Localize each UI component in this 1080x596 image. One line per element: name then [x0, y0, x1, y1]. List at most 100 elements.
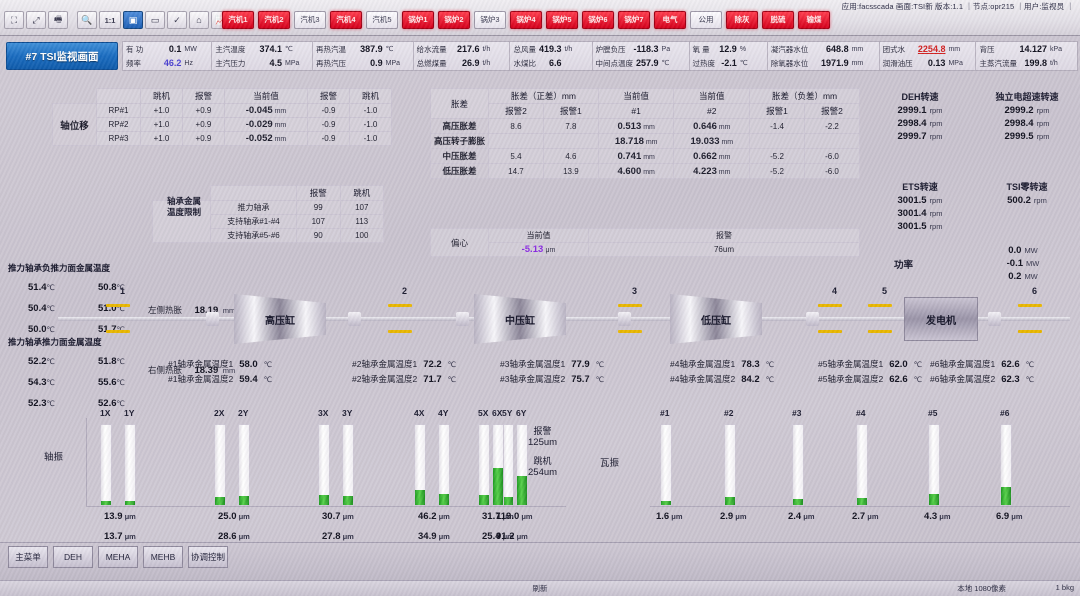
zoom-icon[interactable]: 🔍 [77, 11, 97, 29]
menu-button-group: 主菜单 DEH MEHA MEHB 协调控制 [8, 546, 228, 568]
bearing-number-3: 3 [632, 286, 638, 296]
bearing-temp-value: 75.7 [571, 374, 590, 385]
bearing-temp-block-3: #3轴承金属温度1 77.9 ℃ #3轴承金属温度2 75.7 ℃ [500, 358, 604, 385]
current-number: -0.045 [245, 105, 273, 116]
overview-unit: Pa [661, 45, 671, 53]
deh-speed-value-3: 2999.7 [897, 131, 927, 142]
minus-icon[interactable]: ▭ [145, 11, 165, 29]
shaft-vib-fill-1X [101, 500, 111, 505]
thrust-neg-temp-unit: ℃ [116, 283, 125, 292]
shaft-vib-value-2X: 25.0 μm [218, 511, 250, 522]
shaft-vib-bar-5X [478, 424, 490, 506]
trip-limit: 100 [339, 228, 384, 243]
overview-row: 除氧器水位 1971.9 mm [768, 56, 879, 70]
bearing-support-lower-2 [388, 330, 412, 338]
current-2-number: 4.223 [693, 165, 717, 177]
menu-button-4[interactable]: MEHB [143, 546, 183, 568]
tab-10[interactable]: 锅炉5 [546, 11, 578, 29]
thrust-pos-temp-value: 52.3 [28, 398, 47, 409]
print-icon[interactable]: 🖷 [48, 11, 68, 29]
row-name: 支持轴承#1-#4 [210, 214, 297, 229]
overview-label: 有 功 [126, 44, 144, 54]
window-icon[interactable]: ▣ [123, 11, 143, 29]
sub-unit1: #1 [597, 103, 675, 119]
tab-12[interactable]: 锅炉7 [618, 11, 650, 29]
tab-2[interactable]: 汽机2 [258, 11, 290, 29]
bearing-limit-title: 轴承金属 温度限制 [166, 196, 201, 217]
cylinder-2: 中压缸 [474, 294, 566, 344]
check-icon[interactable]: ✓ [167, 11, 187, 29]
bearing-temp-block-1: #1轴承金属温度1 58.0 ℃ #1轴承金属温度2 59.4 ℃ [168, 358, 272, 385]
overview-row: 主汽温度 374.1 ℃ [212, 42, 312, 56]
overview-value: 1971.9 [821, 58, 849, 68]
overview-unit: t/h [482, 59, 491, 67]
overview-value: -2.1 [721, 58, 737, 68]
bearing-temp-value: 77.9 [571, 359, 590, 370]
sub-alarm2-lo: 报警2 [804, 103, 860, 119]
plant-overview-bar: 有 功 0.1 MW 频率 46.2 Hz 主汽温度 374.1 ℃ 主汽压力 4.5 MPa 再热汽温… [122, 41, 1078, 71]
bearing-temp-row: #6轴承金属温度2 62.3 ℃ [930, 373, 1034, 385]
bearing-vib-value-5: 4.3 μm [924, 511, 951, 522]
tab-14[interactable]: 公用 [690, 11, 722, 29]
power-unit-1: MW [1024, 246, 1038, 255]
right-expansion-unit: mm [222, 366, 236, 375]
col-current1-group: 当前值 [597, 88, 675, 104]
tab-13[interactable]: 电气 [654, 11, 686, 29]
tab-11[interactable]: 锅炉6 [582, 11, 614, 29]
bearing-temp-value: 72.2 [423, 359, 442, 370]
tab-4[interactable]: 汽机4 [330, 11, 362, 29]
shaft-vib-number-y: 13.7 [104, 531, 123, 542]
menu-button-3[interactable]: MEHA [98, 546, 138, 568]
thrust-pos-temp-panel: 推力轴承推力面金属温度 52.2℃ 51.8℃ 54.3℃ 55.6℃ 52.3℃ 52.… [8, 336, 188, 411]
fit-icon[interactable]: ⛶ [4, 11, 24, 29]
overview-row: 有 功 0.1 MW [123, 42, 211, 56]
shaft-vib-value-1Y: 13.7 μm [104, 531, 136, 542]
thrust-pos-temp-row-2: 54.3℃ 55.6℃ [8, 372, 188, 390]
bearing-temp-value: 78.3 [741, 359, 760, 370]
menu-button-5[interactable]: 协调控制 [188, 546, 228, 568]
overview-label: 主汽压力 [215, 58, 246, 68]
tab-17[interactable]: 输煤 [798, 11, 830, 29]
deh-speed-panel: DEH转速 2999.1 rpm 2998.4 rpm 2999.7 rpm [866, 90, 974, 142]
bearing-vib-fill-4 [857, 497, 867, 505]
expansion-difference-table: 胀差 胀差（正差）mm 当前值 当前值 胀差（负差）mm 报警2 报警1 #1 … [430, 88, 860, 179]
thrust-pos-temp-cell: 51.8℃ [98, 351, 150, 369]
shaft-coupling-6 [988, 312, 1001, 326]
thrust-neg-temp-cell: 50.0℃ [28, 319, 80, 337]
tab-15[interactable]: 除灰 [726, 11, 758, 29]
alarm1-hi [542, 133, 599, 149]
tab-8[interactable]: 锅炉3 [474, 11, 506, 29]
sub-alarm1-lo: 报警1 [749, 103, 805, 119]
scale-1-1-button[interactable]: 1:1 [99, 11, 121, 29]
alarm2-lo: -6.0 [804, 148, 860, 164]
home-icon[interactable]: ⌂ [189, 11, 209, 29]
tab-3[interactable]: 汽机3 [294, 11, 326, 29]
bearing-vib-fill-2 [725, 497, 735, 505]
tab-9[interactable]: 锅炉4 [510, 11, 542, 29]
toolbar-icon-group: ⛶ ⤢ 🖷 🔍 1:1 ▣ ▭ ✓ ⌂ 📈 ! [4, 11, 253, 29]
shaft-vib-number-x: 46.2 [418, 511, 437, 522]
menu-button-1[interactable]: 主菜单 [8, 546, 48, 568]
overview-row: 给水流量 217.6 t/h [414, 42, 510, 56]
tab-5[interactable]: 汽机5 [366, 11, 398, 29]
overview-group-8: 凝汽器水位 648.8 mm 除氧器水位 1971.9 mm [768, 42, 880, 70]
shaft-vib-fill-2Y [239, 496, 249, 505]
independent-speed-value-3: 2999.5 [1004, 131, 1034, 142]
shaft-vib-number-x: 13.9 [104, 511, 123, 522]
expand-icon[interactable]: ⤢ [26, 11, 46, 29]
col-trip: 跳机 [339, 185, 384, 201]
overview-unit: MPa [285, 59, 300, 67]
bearing-vib-fill-5 [929, 493, 939, 505]
tab-7[interactable]: 锅炉2 [438, 11, 470, 29]
toolbar: 应用:facsscada 画面:TSI新 版本:1.1 ｜节点:opr215 ｜… [0, 0, 1080, 36]
menu-button-2[interactable]: DEH [53, 546, 93, 568]
bearing-vib-label-5: #5 [928, 408, 938, 418]
tab-1[interactable]: 汽机1 [222, 11, 254, 29]
thrust-neg-temp-cell: 50.4℃ [28, 298, 80, 316]
bearing-support-lower-4 [818, 330, 842, 338]
tab-6[interactable]: 锅炉1 [402, 11, 434, 29]
current-unit: mm [272, 136, 287, 143]
tab-16[interactable]: 脱硫 [762, 11, 794, 29]
alarm1-lo: -5.2 [749, 148, 805, 164]
overview-label: 主汽温度 [215, 44, 246, 54]
